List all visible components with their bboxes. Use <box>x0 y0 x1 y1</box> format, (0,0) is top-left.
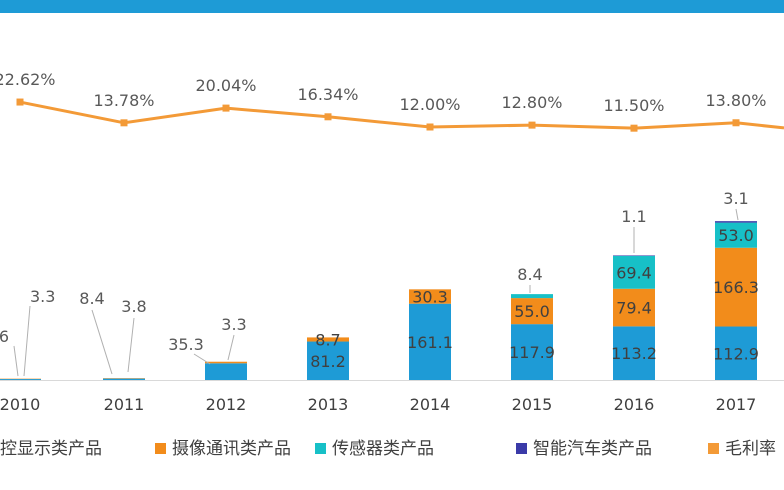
margin-marker-2011 <box>120 119 128 127</box>
bar-labels-layer: 6 3.3 8.4 3.8 35.3 3.3 81.2 8.7 161.1 30.3 117.9 55… <box>0 189 759 371</box>
label-camera_comm-2013: 8.7 <box>315 330 340 349</box>
bar-camera_comm-2013 <box>307 337 349 342</box>
margin-label-2015: 12.80% <box>501 93 562 112</box>
bar-touch_display-2013 <box>307 341 349 380</box>
label-camera_comm-2016: 79.4 <box>616 299 652 318</box>
label-camera-2012: 3.3 <box>221 315 246 334</box>
label-touch_display-2013: 81.2 <box>310 352 346 371</box>
leader-touch-2011 <box>91 309 113 375</box>
leader-touch-2010 <box>13 345 19 377</box>
bar-touch_display-2012 <box>205 363 247 380</box>
label-camera_comm-2014: 30.3 <box>412 288 448 307</box>
x-tick-2012: 2012 <box>206 395 247 414</box>
bar-sensor-2015 <box>511 294 553 299</box>
label-auto-2017: 3.1 <box>723 189 748 208</box>
bar-touch_display-2017 <box>715 326 757 380</box>
leader-camera-2012 <box>227 334 235 361</box>
margin-label-2014: 12.00% <box>399 95 460 114</box>
leader-auto-2017 <box>735 208 739 221</box>
label-touch_display-2017: 112.9 <box>713 344 759 363</box>
legend-swatch-auto <box>516 443 527 454</box>
bar-auto-2016 <box>613 255 655 256</box>
bars-layer <box>0 221 757 380</box>
label-camera_comm-2017: 166.3 <box>713 278 759 297</box>
bar-camera_comm-2016 <box>613 288 655 327</box>
bar-camera_comm-2012 <box>205 361 247 364</box>
legend-swatch-sensor <box>315 443 326 454</box>
margin-label-2013: 16.34% <box>297 85 358 104</box>
x-tick-2010: 2010 <box>0 395 40 414</box>
bar-touch_display-2010 <box>0 379 41 380</box>
label-camera-2010: 3.3 <box>30 287 55 306</box>
x-tick-2011: 2011 <box>104 395 145 414</box>
bar-sensor-2016 <box>613 255 655 289</box>
bar-touch_display-2016 <box>613 326 655 380</box>
label-touch-2010: 6 <box>0 327 9 346</box>
bar-camera_comm-2015 <box>511 298 553 325</box>
margin-label-2017: 13.80% <box>705 91 766 110</box>
leader-touch-2012 <box>193 353 211 365</box>
margin-marker-2013 <box>324 113 332 121</box>
top-banner <box>0 0 784 13</box>
bar-sensor-2017 <box>715 222 757 248</box>
label-touch-2011: 8.4 <box>79 289 104 308</box>
margin-marker-2016 <box>630 124 638 132</box>
margin-label-2010: 22.62% <box>0 70 56 89</box>
label-sensor-2016: 69.4 <box>616 263 652 282</box>
label-auto-2016: 1.1 <box>621 207 646 226</box>
label-touch_display-2014: 161.1 <box>407 333 453 352</box>
leader-camera-2010 <box>23 305 31 377</box>
bar-touch_display-2011 <box>103 378 145 380</box>
legend-label-auto: 智能汽车类产品 <box>533 439 652 459</box>
x-tick-2016: 2016 <box>614 395 655 414</box>
margin-label-2011: 13.78% <box>93 91 154 110</box>
label-sensor-2015: 8.4 <box>517 265 542 284</box>
label-sensor-2017: 53.0 <box>718 226 754 245</box>
legend-label-touch_display: 控显示类产品 <box>0 439 102 459</box>
margin-marker-2015 <box>528 121 536 129</box>
leader-camera-2011 <box>127 317 135 373</box>
margin-marker-2017 <box>732 119 740 127</box>
label-touch_display-2015: 117.9 <box>509 343 555 362</box>
margin-line-layer: 22.62% 13.78% 20.04% 16.34% 12.00% 12.80% 11.5… <box>0 70 784 132</box>
margin-label-2016: 11.50% <box>603 96 664 115</box>
legend: 控显示类产品 摄像通讯类产品 传感器类产品 智能汽车类产品 毛利率 <box>0 439 776 459</box>
legend-label-margin: 毛利率 <box>725 439 776 459</box>
margin-marker-2010 <box>16 98 24 106</box>
bar-camera_comm-2014 <box>409 289 451 304</box>
label-touch_display-2016: 113.2 <box>611 344 657 363</box>
margin-label-2012: 20.04% <box>195 76 256 95</box>
legend-label-camera_comm: 摄像通讯类产品 <box>172 439 291 459</box>
label-camera_comm-2015: 55.0 <box>514 302 550 321</box>
label-camera-2011: 3.8 <box>121 297 146 316</box>
margin-marker-2014 <box>426 123 434 131</box>
x-tick-2015: 2015 <box>512 395 553 414</box>
legend-label-sensor: 传感器类产品 <box>332 439 434 459</box>
leader-lines-layer <box>13 208 739 377</box>
bar-camera_comm-2017 <box>715 247 757 327</box>
x-tick-2014: 2014 <box>410 395 451 414</box>
bar-touch_display-2015 <box>511 324 553 380</box>
x-tick-2013: 2013 <box>308 395 349 414</box>
x-tick-labels: 2010 2011 2012 2013 2014 2015 2016 2017 <box>0 395 756 414</box>
legend-swatch-margin <box>708 443 719 454</box>
bar-touch_display-2014 <box>409 303 451 380</box>
label-touch-2012: 35.3 <box>168 335 204 354</box>
bar-auto-2017 <box>715 221 757 223</box>
margin-marker-2012 <box>222 104 230 112</box>
x-tick-2017: 2017 <box>716 395 757 414</box>
legend-swatch-camera_comm <box>155 443 166 454</box>
